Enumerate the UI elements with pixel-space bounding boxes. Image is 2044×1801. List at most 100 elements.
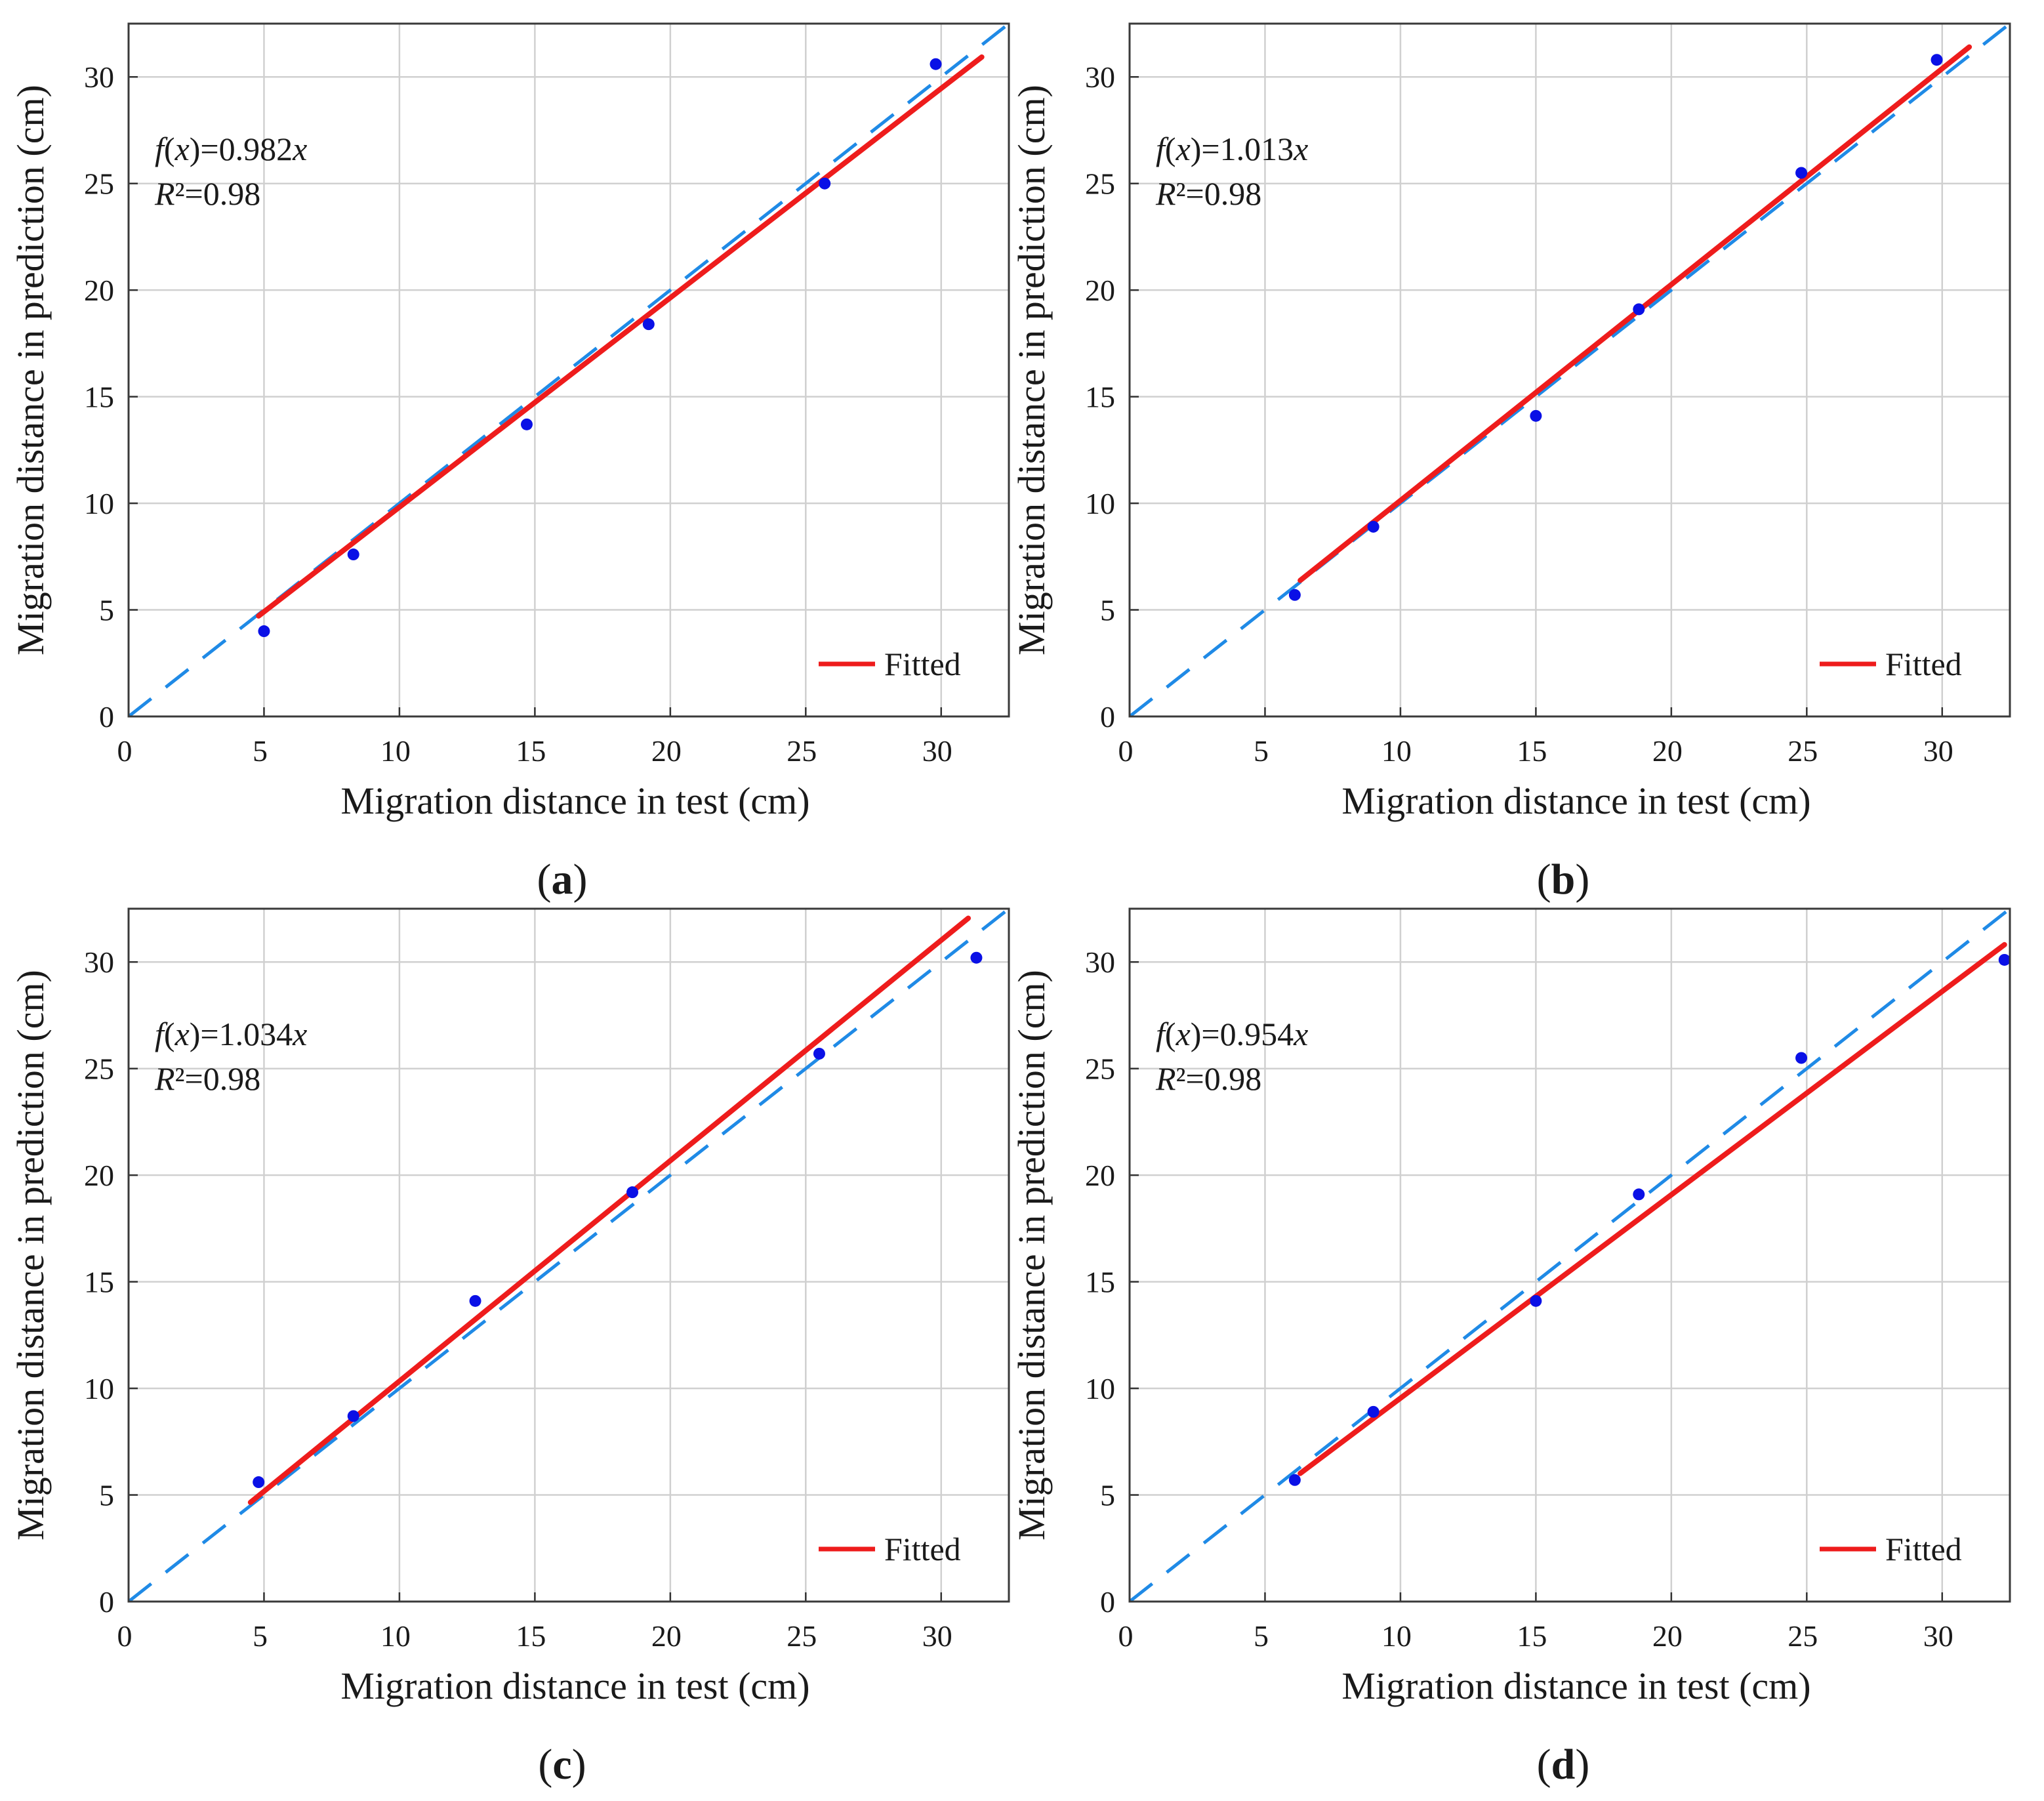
x-tick-label: 25 (1788, 734, 1818, 768)
data-point (1931, 54, 1943, 66)
y-tick-label: 10 (1085, 1372, 1115, 1405)
axes-frame-c (127, 907, 1010, 1603)
y-tick-label: 20 (1085, 274, 1115, 307)
caption-paren-close: ) (573, 856, 588, 903)
fitted-line-d (1298, 942, 2007, 1476)
x-tick-label: 15 (516, 1619, 546, 1653)
axes-frame-a (127, 22, 1010, 718)
x-tick-label: 20 (651, 1619, 682, 1653)
y-tick-label: 25 (84, 167, 114, 201)
caption-paren-close: ) (1575, 856, 1589, 903)
y-tick-label: 30 (1085, 60, 1115, 94)
panel-caption: (a) (537, 856, 588, 903)
equation-value: =1.034 (200, 1016, 293, 1052)
equation-var-suffix: x (1293, 131, 1308, 167)
x-axis-label: Migration distance in test (cm) (340, 1665, 809, 1707)
paren-open: ( (164, 1016, 175, 1052)
paren-close: ) (1191, 131, 1202, 167)
x-tick-label: 5 (1254, 1619, 1269, 1653)
y-axis-label: Migration distance in prediction (cm) (1010, 85, 1053, 655)
paren-open: ( (164, 131, 175, 167)
fitted-line-a (256, 54, 985, 619)
panel-caption: (b) (1537, 856, 1590, 903)
caption-paren-open: ( (1537, 1741, 1551, 1789)
data-point (1288, 1474, 1301, 1486)
data-point (1998, 953, 2011, 966)
x-tick-label: 0 (1118, 734, 1134, 768)
fit-equation: f(x)=1.034x (155, 1016, 307, 1052)
caption-letter: c (552, 1741, 571, 1789)
legend-label: Fitted (1885, 1531, 1962, 1567)
data-point (520, 418, 533, 430)
equation-var: x (1175, 131, 1191, 167)
x-tick-label: 25 (787, 734, 817, 768)
equation-var: x (174, 1016, 190, 1052)
data-point (1795, 1052, 1808, 1064)
panel-d: 0 5 10 15 20 25 30 0 5 10 15 20 25 30 f(x)=0.954x R²=0.… (1010, 907, 2011, 1789)
y-axis-label: Migration distance in prediction (cm) (1010, 970, 1053, 1541)
data-point (1795, 167, 1808, 179)
panel-a: 0 5 10 15 20 25 30 0 5 10 15 20 25 30 f(x)=0.982x R²=0.… (9, 22, 1010, 903)
panel-caption: (c) (538, 1741, 586, 1789)
r-squared: R²=0.98 (1155, 175, 1261, 212)
data-point (930, 58, 942, 70)
r-squared: R²=0.98 (1155, 1060, 1261, 1097)
data-point (347, 549, 359, 561)
y-tick-label: 10 (84, 1372, 114, 1405)
y-tick-label: 0 (99, 1585, 114, 1619)
axes-frame-d (1128, 907, 2011, 1603)
plot-area-c (129, 909, 1009, 1602)
data-point (813, 1047, 825, 1060)
panel-caption: (d) (1537, 1741, 1590, 1789)
legend-label: Fitted (884, 646, 961, 682)
x-tick-label: 10 (380, 734, 411, 768)
y-tick-label: 25 (1085, 1052, 1115, 1086)
r2-prefix: R (154, 1060, 175, 1097)
equation-value: =0.982 (200, 131, 293, 167)
equation-var-suffix: x (292, 131, 307, 167)
x-tick-label: 0 (117, 734, 133, 768)
caption-paren-close: ) (1575, 1741, 1589, 1789)
x-tick-label: 5 (253, 1619, 268, 1653)
equation-var-suffix: x (1293, 1016, 1308, 1052)
fit-equation: f(x)=0.954x (1156, 1016, 1308, 1052)
equation-value: =0.954 (1201, 1016, 1294, 1052)
paren-open: ( (1165, 1016, 1176, 1052)
data-point (1633, 303, 1645, 316)
x-tick-label: 15 (516, 734, 546, 768)
x-tick-label: 30 (1923, 734, 1953, 768)
caption-paren-close: ) (572, 1741, 586, 1789)
y-tick-label: 20 (84, 274, 114, 307)
y-tick-label: 5 (1100, 594, 1115, 627)
r2-value: ²=0.98 (175, 1060, 261, 1097)
equation-var-suffix: x (292, 1016, 307, 1052)
panel-b: 0 5 10 15 20 25 30 0 5 10 15 20 25 30 f(x)=1.013x R²=0.… (1010, 22, 2011, 903)
y-tick-label: 30 (1085, 945, 1115, 979)
fit-equation: f(x)=0.982x (155, 131, 307, 167)
plot-area-b (1130, 24, 2010, 716)
x-tick-label: 0 (117, 1619, 133, 1653)
panel-c: 0 5 10 15 20 25 30 0 5 10 15 20 25 30 f(x)=1.034x R²=0.… (9, 907, 1010, 1789)
data-point (347, 1410, 359, 1422)
equation-var: x (174, 131, 190, 167)
legend-label: Fitted (1885, 646, 1962, 682)
y-tick-label: 0 (99, 700, 114, 734)
y-tick-label: 25 (1085, 167, 1115, 201)
caption-letter: a (552, 856, 573, 903)
x-tick-label: 25 (787, 1619, 817, 1653)
data-point (642, 318, 655, 331)
x-axis-label: Migration distance in test (cm) (1341, 779, 1810, 822)
x-tick-label: 5 (1254, 734, 1269, 768)
x-tick-label: 30 (922, 1619, 952, 1653)
y-tick-label: 30 (84, 60, 114, 94)
axes-frame-b (1128, 22, 2011, 718)
equation-var: x (1175, 1016, 1191, 1052)
x-tick-label: 25 (1788, 1619, 1818, 1653)
caption-paren-open: ( (1537, 856, 1551, 903)
y-axis-label: Migration distance in prediction (cm) (9, 970, 52, 1541)
x-tick-label: 20 (1652, 1619, 1683, 1653)
y-tick-label: 25 (84, 1052, 114, 1086)
y-tick-label: 20 (1085, 1159, 1115, 1192)
data-point (258, 625, 270, 638)
